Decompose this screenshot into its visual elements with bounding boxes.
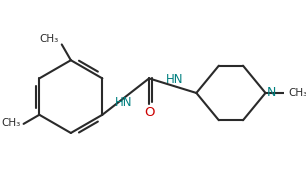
Text: HN: HN bbox=[115, 95, 132, 109]
Text: HN: HN bbox=[166, 73, 183, 86]
Text: CH₃: CH₃ bbox=[40, 33, 59, 43]
Text: CH₃: CH₃ bbox=[2, 118, 21, 128]
Text: O: O bbox=[145, 106, 155, 119]
Text: N: N bbox=[267, 86, 276, 100]
Text: CH₃: CH₃ bbox=[288, 88, 306, 98]
